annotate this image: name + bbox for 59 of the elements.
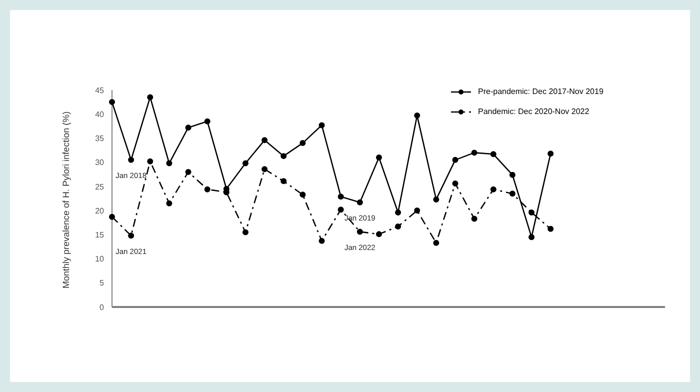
- point: [414, 208, 420, 214]
- point: [471, 150, 478, 156]
- point: [338, 194, 344, 200]
- y-tick-label: 10: [95, 254, 105, 264]
- y-tick-label: 45: [95, 86, 105, 95]
- point: [204, 186, 210, 192]
- y-tick-label: 40: [95, 110, 105, 119]
- y-tick-label: 35: [95, 134, 105, 144]
- point: [280, 153, 287, 160]
- point: [356, 228, 363, 235]
- point: [433, 196, 440, 202]
- point: [376, 154, 382, 161]
- y-tick-label: 20: [95, 206, 105, 216]
- point: [528, 209, 535, 216]
- point: [395, 223, 402, 230]
- point: [147, 158, 154, 164]
- point: [166, 160, 172, 166]
- y-tick-label: 30: [95, 158, 105, 168]
- point: [338, 206, 344, 213]
- y-tick-label: 25: [95, 182, 105, 192]
- point: [242, 229, 248, 236]
- point: [433, 240, 440, 246]
- point: [509, 190, 516, 197]
- point: [318, 122, 325, 128]
- point: [185, 124, 192, 131]
- point: [471, 216, 478, 222]
- point: [490, 151, 496, 158]
- point: [528, 234, 535, 240]
- point: [490, 186, 496, 192]
- point: [262, 137, 268, 144]
- point: [204, 118, 210, 124]
- point: [128, 232, 134, 239]
- y-tick-label: 5: [100, 278, 105, 288]
- point: [109, 99, 115, 106]
- point: [548, 150, 554, 157]
- y-tick-label: 15: [95, 230, 105, 240]
- legend-label: Pre-pandemic: Dec 2017-Nov 2019: [478, 86, 604, 98]
- y-tick-label: 0: [100, 302, 105, 312]
- point: [395, 209, 402, 216]
- point: [300, 192, 306, 198]
- point: [376, 231, 382, 238]
- legend-label: Pandemic: Dec 2020-Nov 2022: [478, 106, 590, 118]
- point: [452, 156, 458, 163]
- point: [548, 226, 554, 232]
- point: [356, 199, 363, 206]
- point: [280, 178, 287, 184]
- point: [166, 200, 172, 206]
- point: [147, 94, 154, 100]
- point: [300, 140, 306, 146]
- point: [242, 160, 248, 166]
- point: [509, 172, 516, 178]
- point: [185, 168, 192, 175]
- point: [128, 156, 134, 163]
- point: [414, 112, 420, 119]
- point: [109, 214, 115, 220]
- point: [452, 180, 458, 187]
- y-axis-title: Monthly prevalence of H. Pylori infection (%): [61, 111, 72, 288]
- point: [318, 238, 325, 244]
- point: [262, 166, 268, 172]
